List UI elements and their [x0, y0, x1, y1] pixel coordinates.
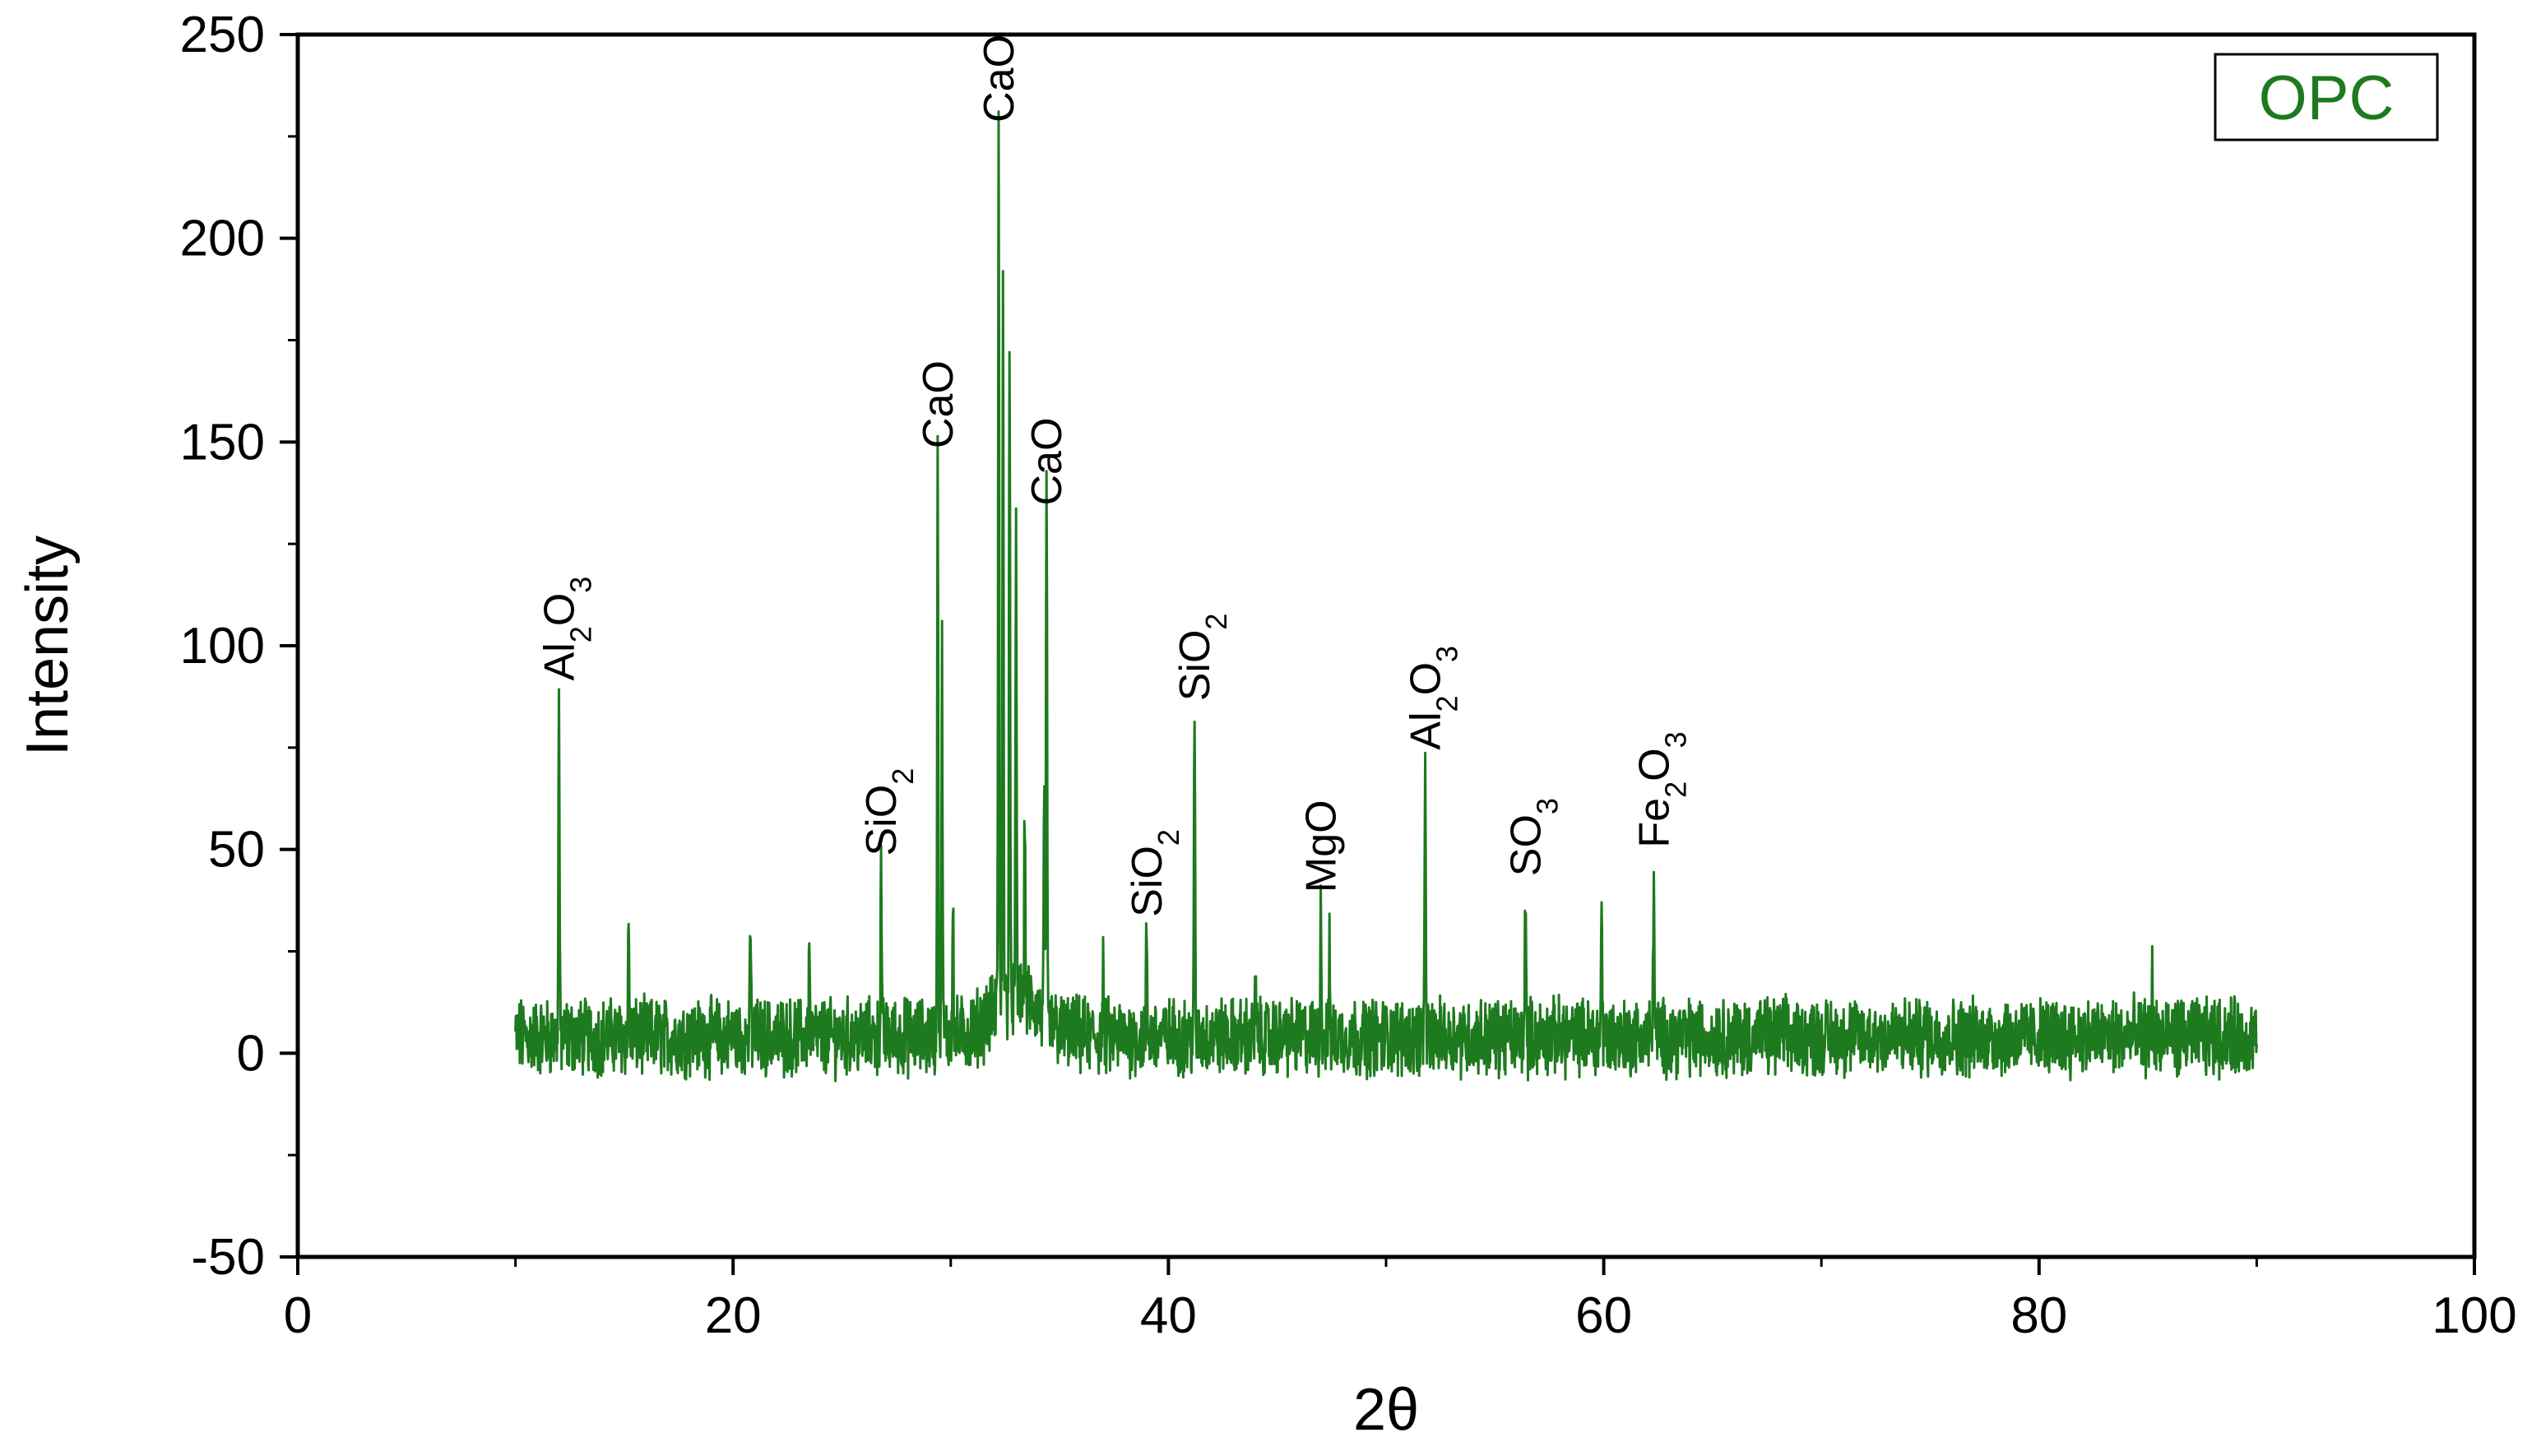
legend-label-opc: OPC	[2259, 63, 2395, 133]
peak-labels: Al2O3 SiO2 CaO CaO CaO SiO2 SiO2 MgO Al2O3 SO3 Fe2…	[536, 35, 1693, 917]
y-tick-label: 150	[180, 414, 265, 471]
peak-label: CaO	[915, 360, 962, 448]
x-tick-label: 100	[2432, 1287, 2516, 1344]
x-axis-title: 2θ	[1353, 1377, 1419, 1443]
peak-label: Al2O3	[536, 577, 598, 681]
peak-label: SO3	[1502, 798, 1564, 876]
x-tick-label: 60	[1575, 1287, 1632, 1344]
peak-label: SiO2	[1124, 829, 1185, 917]
peak-label: Fe2O3	[1631, 731, 1693, 847]
peak-label: Al2O3	[1403, 646, 1464, 750]
x-axis: 0 20 40 60 80 100	[284, 1257, 2517, 1344]
legend-box	[2214, 53, 2439, 141]
y-tick-label: 100	[180, 618, 265, 675]
peak-label: SiO2	[858, 768, 920, 856]
x-tick-label: 80	[2010, 1287, 2067, 1344]
peak-label: SiO2	[1171, 614, 1233, 702]
y-axis-title: Intensity	[15, 536, 81, 756]
y-tick-label: 200	[180, 211, 265, 267]
peak-label: CaO	[976, 35, 1023, 123]
y-tick-label: -50	[191, 1229, 265, 1286]
legend: OPC	[2214, 53, 2439, 141]
peak-label: MgO	[1298, 800, 1346, 893]
peak-label: CaO	[1023, 418, 1071, 506]
y-tick-label: 50	[208, 822, 265, 879]
y-axis: -50 0 50 100 150 200 250	[180, 7, 298, 1286]
x-tick-label: 40	[1140, 1287, 1197, 1344]
x-tick-label: 20	[705, 1287, 762, 1344]
series-line-opc	[514, 110, 2258, 1083]
y-tick-label: 0	[237, 1025, 265, 1082]
x-tick-label: 0	[284, 1287, 312, 1344]
y-tick-label: 250	[180, 7, 265, 63]
